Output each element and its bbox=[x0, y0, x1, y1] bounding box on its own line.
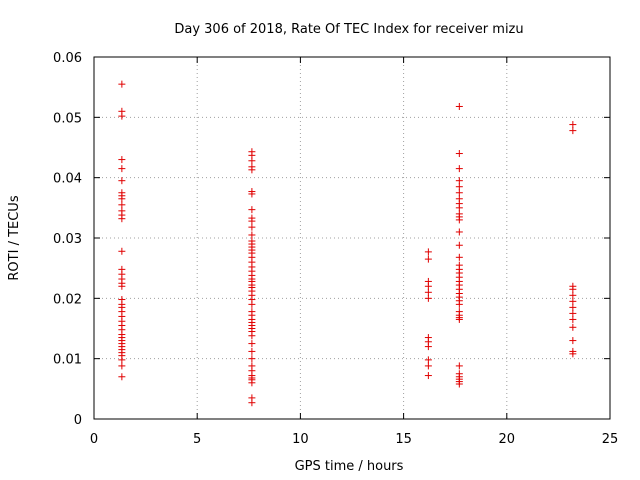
data-point bbox=[569, 309, 577, 317]
data-point bbox=[424, 372, 432, 380]
y-tick-label: 0.03 bbox=[53, 232, 82, 247]
data-point bbox=[248, 347, 256, 355]
axis-ticks: 0 5 10 15 20 25 0 0.01 0.02 0.03 0.04 0.05 0.06 bbox=[53, 51, 618, 447]
data-point bbox=[118, 356, 126, 364]
data-point bbox=[455, 204, 463, 212]
data-point bbox=[455, 362, 463, 370]
data-point bbox=[455, 315, 463, 323]
data-point bbox=[424, 248, 432, 256]
x-axis-title: GPS time / hours bbox=[295, 459, 404, 474]
y-tick-label: 0 bbox=[74, 413, 82, 428]
data-point bbox=[248, 379, 256, 387]
x-tick-label: 25 bbox=[602, 432, 619, 447]
y-tick-label: 0.06 bbox=[53, 51, 82, 66]
data-point bbox=[248, 399, 256, 407]
y-tick-label: 0.05 bbox=[53, 111, 82, 126]
data-point bbox=[424, 362, 432, 370]
x-tick-label: 10 bbox=[292, 432, 309, 447]
chart-title: Day 306 of 2018, Rate Of TEC Index for r… bbox=[174, 22, 523, 37]
y-tick-label: 0.02 bbox=[53, 292, 82, 307]
data-point bbox=[424, 294, 432, 302]
data-point bbox=[569, 285, 577, 293]
data-point bbox=[455, 102, 463, 110]
data-point bbox=[248, 355, 256, 363]
data-point bbox=[424, 255, 432, 263]
data-point bbox=[455, 216, 463, 224]
data-point bbox=[424, 343, 432, 351]
data-point bbox=[118, 80, 126, 88]
data-point bbox=[569, 323, 577, 331]
data-point bbox=[455, 183, 463, 191]
data-point bbox=[248, 231, 256, 239]
data-point bbox=[248, 300, 256, 308]
data-point bbox=[455, 189, 463, 197]
y-axis-title: ROTI / TECUs bbox=[7, 195, 22, 280]
data-point bbox=[455, 228, 463, 236]
x-tick-label: 20 bbox=[499, 432, 516, 447]
data-point bbox=[455, 150, 463, 158]
data-point bbox=[118, 247, 126, 255]
data-point bbox=[248, 332, 256, 340]
data-point bbox=[455, 241, 463, 249]
data-point bbox=[569, 127, 577, 135]
data-point bbox=[118, 362, 126, 370]
data-points bbox=[118, 80, 577, 407]
data-point bbox=[455, 253, 463, 261]
data-point bbox=[118, 201, 126, 209]
data-point bbox=[118, 177, 126, 185]
data-point bbox=[248, 217, 256, 225]
data-point bbox=[569, 350, 577, 358]
data-point bbox=[455, 380, 463, 388]
data-point bbox=[118, 282, 126, 290]
x-tick-label: 0 bbox=[90, 432, 98, 447]
data-point bbox=[248, 157, 256, 165]
data-point bbox=[118, 165, 126, 173]
data-point bbox=[569, 337, 577, 345]
data-point bbox=[248, 166, 256, 174]
data-point bbox=[569, 303, 577, 311]
x-tick-label: 5 bbox=[193, 432, 201, 447]
data-point bbox=[118, 195, 126, 203]
data-point bbox=[455, 165, 463, 173]
data-point bbox=[118, 215, 126, 223]
x-tick-label: 15 bbox=[395, 432, 412, 447]
data-point bbox=[455, 177, 463, 185]
data-point bbox=[248, 340, 256, 348]
data-point bbox=[248, 206, 256, 214]
data-point bbox=[248, 190, 256, 198]
data-point bbox=[118, 156, 126, 164]
data-point bbox=[455, 300, 463, 308]
data-point bbox=[569, 297, 577, 305]
data-point bbox=[569, 121, 577, 129]
data-point bbox=[424, 356, 432, 364]
data-point bbox=[118, 112, 126, 120]
grid-lines bbox=[94, 57, 610, 419]
data-point bbox=[424, 288, 432, 296]
data-point bbox=[424, 282, 432, 290]
data-point bbox=[569, 315, 577, 323]
plot-frame bbox=[93, 56, 611, 420]
data-point bbox=[569, 291, 577, 299]
data-point bbox=[118, 373, 126, 381]
data-point bbox=[248, 223, 256, 231]
y-tick-label: 0.01 bbox=[53, 353, 82, 368]
y-tick-label: 0.04 bbox=[53, 172, 82, 187]
